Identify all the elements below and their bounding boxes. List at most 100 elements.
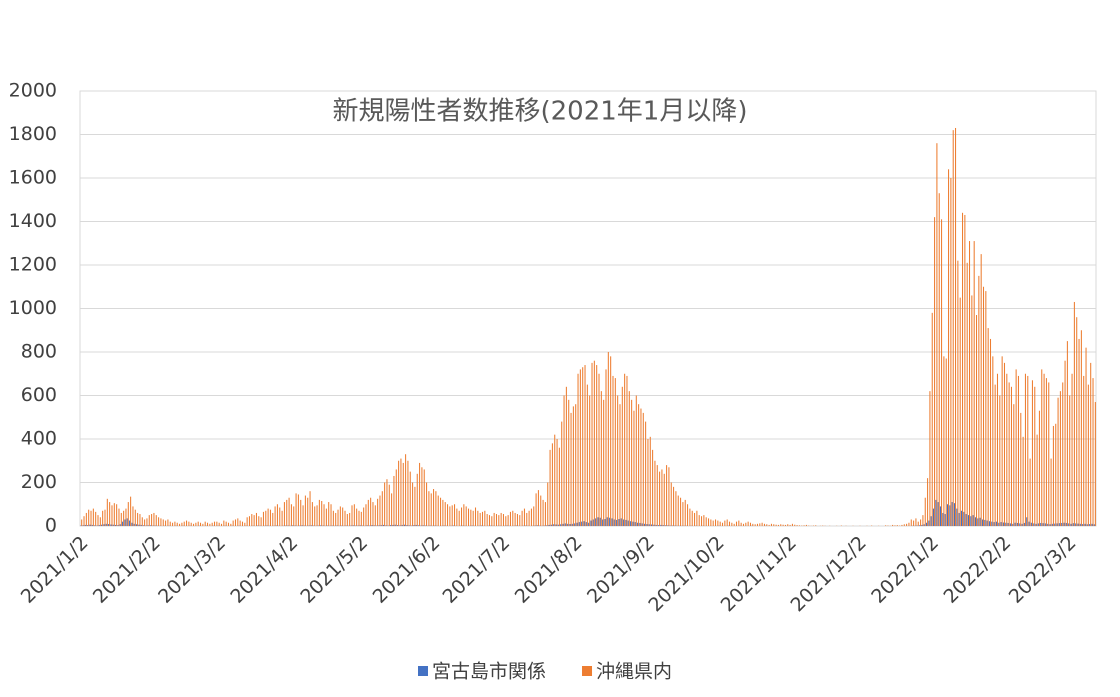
- bar: [397, 525, 399, 526]
- bar: [922, 515, 924, 526]
- bar: [395, 469, 397, 526]
- bar: [92, 508, 94, 526]
- bar: [995, 521, 997, 526]
- bar: [113, 503, 115, 526]
- bar: [1035, 523, 1037, 526]
- bar: [1078, 338, 1080, 526]
- bar: [724, 520, 726, 526]
- bar: [1071, 373, 1073, 526]
- bar: [680, 497, 682, 526]
- bar: [565, 386, 567, 526]
- bar: [901, 524, 903, 526]
- bar: [165, 520, 167, 526]
- bar: [300, 499, 302, 526]
- bar: [815, 525, 817, 526]
- bar: [349, 512, 351, 526]
- bar: [985, 291, 987, 526]
- bar: [606, 517, 608, 526]
- bar: [656, 465, 658, 526]
- bar: [202, 523, 204, 526]
- bar: [370, 497, 372, 526]
- bar: [1005, 522, 1007, 526]
- bar: [155, 515, 157, 526]
- bar: [130, 496, 132, 526]
- bar: [1028, 521, 1030, 526]
- bar: [966, 262, 968, 526]
- bar: [689, 508, 691, 526]
- bar: [366, 525, 368, 526]
- bar: [654, 460, 656, 526]
- bar: [591, 362, 593, 526]
- bar: [283, 502, 285, 526]
- bar: [337, 509, 339, 526]
- legend-label: 宮古島市関係: [432, 661, 546, 683]
- bar: [1026, 517, 1028, 526]
- bar: [578, 522, 580, 526]
- bar: [1009, 523, 1011, 526]
- bar: [603, 399, 605, 526]
- bar: [379, 495, 381, 526]
- bar: [335, 512, 337, 526]
- bar: [533, 506, 535, 526]
- bar: [665, 525, 667, 526]
- bar: [717, 520, 719, 526]
- bar: [969, 241, 971, 526]
- bar: [562, 523, 564, 526]
- bar: [1062, 382, 1064, 526]
- bar: [735, 521, 738, 526]
- bar: [1075, 523, 1077, 526]
- bar: [960, 510, 963, 526]
- bar: [536, 525, 538, 526]
- bar: [1002, 522, 1004, 526]
- bar: [470, 509, 472, 526]
- bar: [612, 375, 614, 526]
- bar: [972, 515, 974, 526]
- bar: [903, 524, 905, 526]
- bar: [169, 521, 171, 526]
- bar: [1086, 524, 1088, 526]
- bar: [752, 523, 754, 526]
- bar: [649, 436, 651, 526]
- bar: [143, 525, 145, 526]
- bar: [553, 524, 555, 526]
- bar: [301, 525, 303, 526]
- bar: [1065, 522, 1067, 526]
- bar: [787, 524, 789, 526]
- x-tick-label: 2021/8/2: [511, 532, 587, 608]
- bar: [339, 506, 341, 526]
- bar: [613, 519, 615, 526]
- bar: [1073, 301, 1075, 526]
- bar: [1006, 373, 1008, 526]
- bar: [659, 471, 661, 526]
- bar: [140, 524, 142, 526]
- bar: [311, 502, 313, 526]
- bar: [726, 519, 728, 526]
- bar: [1059, 391, 1061, 526]
- bar: [176, 522, 178, 526]
- bar: [949, 505, 951, 526]
- bar: [618, 519, 620, 526]
- bar: [1044, 523, 1046, 526]
- bar: [302, 505, 304, 526]
- bar: [738, 520, 740, 526]
- bar: [1034, 386, 1036, 526]
- bar: [378, 525, 380, 526]
- bar: [698, 515, 700, 526]
- bar: [292, 525, 294, 526]
- bar: [1031, 380, 1033, 526]
- bar: [428, 491, 430, 526]
- bar: [509, 511, 511, 526]
- bar: [491, 516, 493, 526]
- bar: [129, 520, 131, 526]
- bar: [398, 460, 400, 526]
- bar: [687, 504, 689, 526]
- bar: [929, 391, 931, 526]
- bar: [588, 522, 590, 526]
- bar: [412, 482, 414, 526]
- bar: [1072, 523, 1074, 526]
- bar: [186, 520, 188, 526]
- bar: [747, 521, 749, 526]
- bar: [258, 516, 260, 526]
- bar: [437, 495, 439, 526]
- bar: [554, 434, 556, 526]
